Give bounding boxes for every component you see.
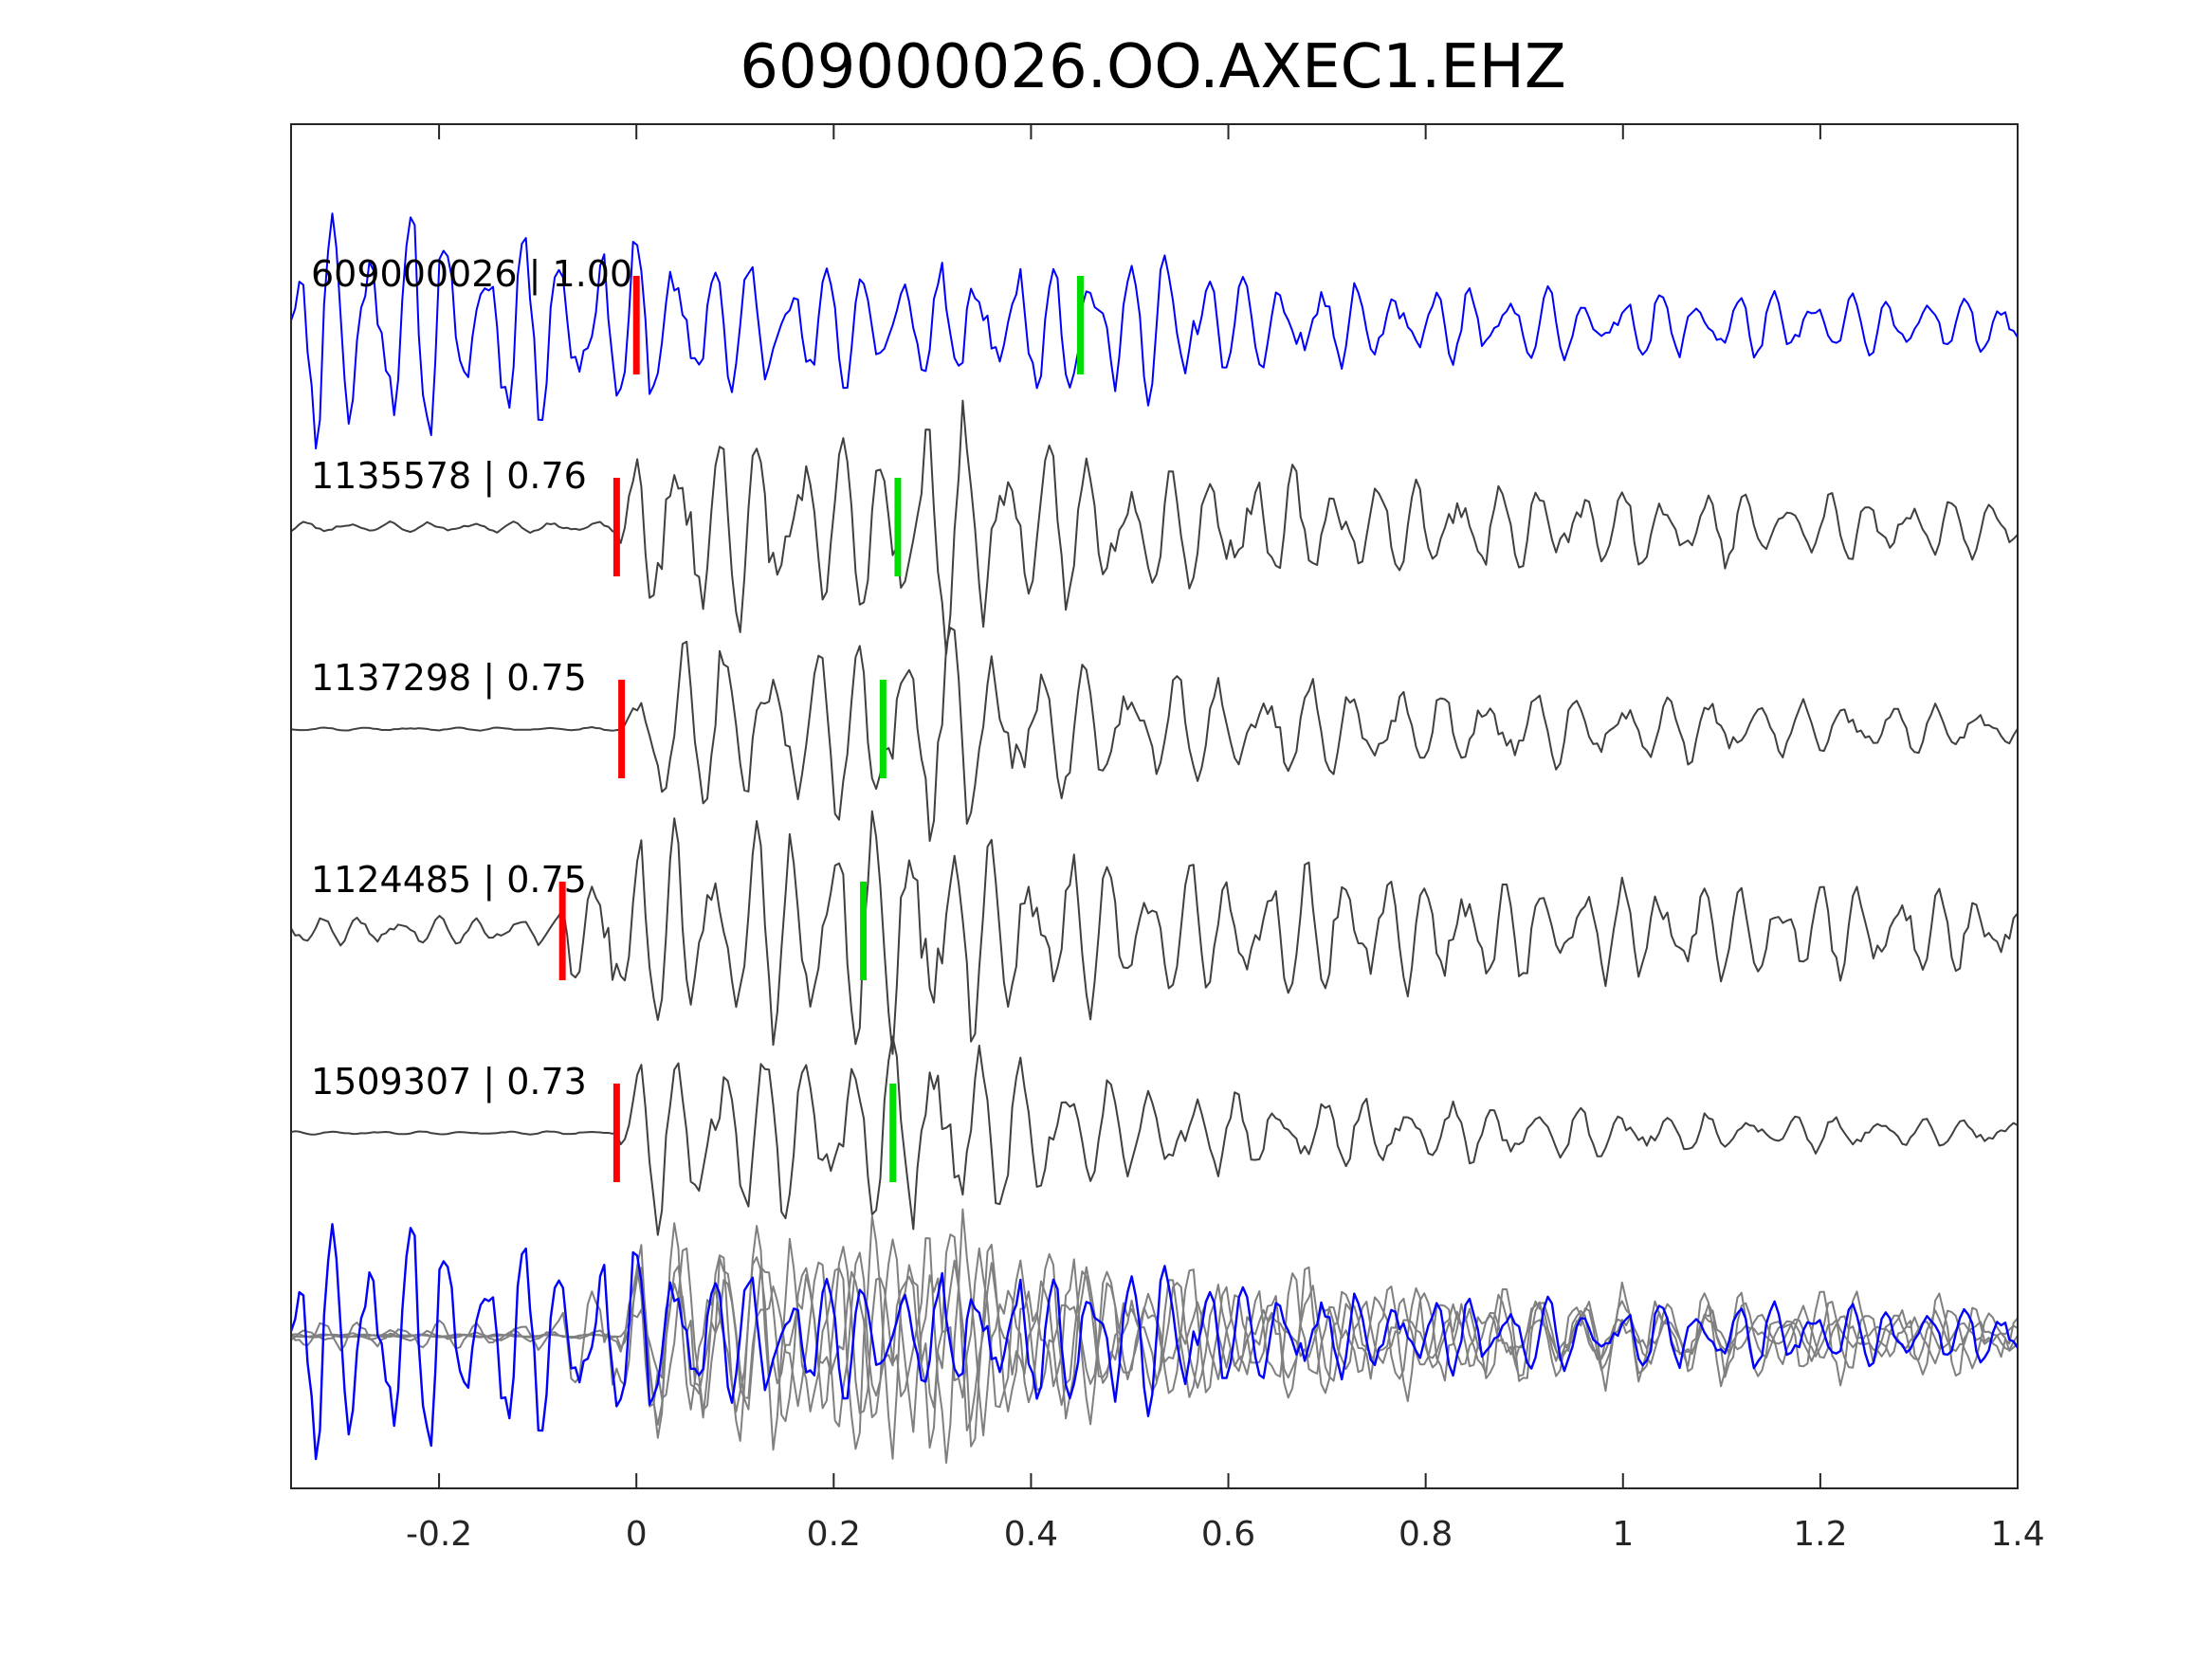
trace-1137298 (291, 627, 2018, 842)
picks-layer (558, 276, 1084, 1182)
trace-1124485 (291, 810, 2018, 1055)
trace-labels: 609000026 | 1.00 1135578 | 0.76 1137298 | … (311, 253, 632, 1103)
x-tick-label: 0.2 (807, 1515, 861, 1554)
stack-trace-1135578 (291, 1208, 2018, 1464)
chart-title: 609000026.OO.AXEC1.EHZ (740, 32, 1566, 102)
trace-label-609000026: 609000026 | 1.00 (311, 253, 632, 296)
stack-trace-1509307 (291, 1238, 2018, 1439)
traces-layer (291, 212, 2018, 1464)
trace-1509307 (291, 1035, 2018, 1236)
x-tick-label: 1.4 (1990, 1515, 2044, 1554)
trace-609000026 (291, 212, 2018, 450)
trace-label-1135578: 1135578 | 0.76 (311, 455, 587, 498)
x-tick-label: -0.2 (406, 1515, 472, 1554)
trace-1135578 (291, 399, 2018, 655)
stack-trace-template (291, 1223, 2018, 1461)
trace-label-1509307: 1509307 | 0.73 (311, 1061, 587, 1103)
x-tick-label: 0.6 (1201, 1515, 1255, 1554)
trace-label-1137298: 1137298 | 0.75 (311, 657, 587, 700)
x-tick-label: 1.2 (1793, 1515, 1847, 1554)
x-axis: -0.2 0 0.2 0.4 0.6 0.8 1 1.2 1.4 (406, 124, 2045, 1554)
x-tick-label: 0.4 (1004, 1515, 1058, 1554)
x-tick-label: 1 (1612, 1515, 1634, 1554)
plot-frame (290, 123, 2019, 1489)
trace-label-1124485: 1124485 | 0.75 (311, 859, 587, 902)
x-tick-label: 0 (626, 1515, 648, 1554)
x-tick-label: 0.8 (1398, 1515, 1453, 1554)
